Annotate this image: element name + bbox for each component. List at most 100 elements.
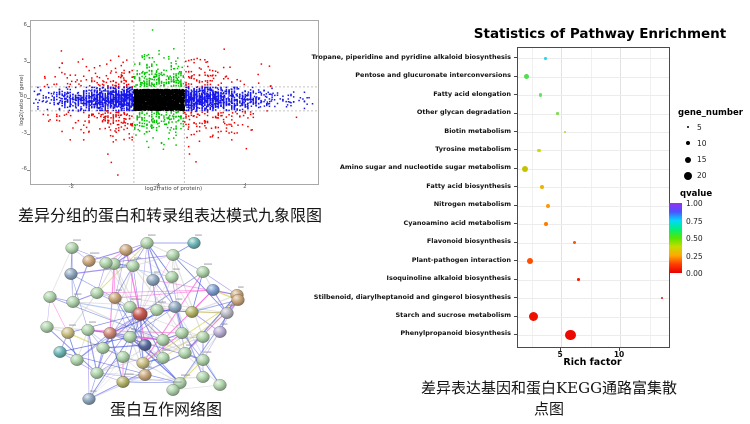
protein-node xyxy=(123,301,137,313)
qvalue-tick-label: 0.25 xyxy=(686,251,703,261)
network-edge xyxy=(70,265,134,275)
kegg-y-tick-mark xyxy=(514,204,517,206)
kegg-category-label: Flavonoid biosynthesis xyxy=(426,237,511,246)
network-edge xyxy=(88,356,124,400)
y-tick-label: -6 xyxy=(21,166,27,173)
ppi-network-graph xyxy=(40,234,245,405)
kegg-x-tick-label: 5 xyxy=(557,350,563,359)
node-label-smudge xyxy=(90,252,100,254)
y-tick-label: 0 xyxy=(23,94,28,101)
network-edge xyxy=(129,309,158,338)
network-edge xyxy=(152,279,186,354)
kegg-gridline-horizontal xyxy=(518,132,669,134)
protein-node xyxy=(206,284,220,296)
network-edge xyxy=(87,329,183,334)
kegg-pathway-dot xyxy=(540,185,545,190)
nine-quadrant-panel xyxy=(30,20,319,185)
x-tick-label: 2 xyxy=(243,184,247,190)
kegg-y-tick-mark xyxy=(514,241,517,243)
network-edge xyxy=(191,271,204,313)
network-edge xyxy=(88,344,146,400)
kegg-pathway-dot xyxy=(543,56,547,60)
x-tick-mark xyxy=(158,183,160,186)
node-label-smudge xyxy=(148,234,156,236)
kegg-category-label: Phenylpropanoid biosynthesis xyxy=(400,329,511,338)
node-label-smudge xyxy=(181,374,191,376)
kegg-pathway-dot xyxy=(556,112,559,115)
network-edge xyxy=(139,242,148,315)
network-edge xyxy=(96,339,164,374)
network-edge xyxy=(114,289,214,299)
protein-node xyxy=(156,334,170,346)
kegg-y-tick-mark xyxy=(514,333,517,335)
network-nodes xyxy=(40,234,245,405)
protein-node xyxy=(53,346,67,358)
protein-node xyxy=(65,242,79,254)
node-label-smudge xyxy=(73,239,81,241)
protein-node xyxy=(123,331,137,343)
qvalue-legend-title: qvalue xyxy=(680,189,713,199)
protein-node xyxy=(138,339,152,351)
kegg-gridline-horizontal xyxy=(518,95,669,97)
node-label-smudge xyxy=(146,366,152,368)
kegg-category-label: Pentose and glucuronate interconversions xyxy=(355,71,511,80)
network-edge xyxy=(171,276,186,354)
kegg-category-label: Fatty acid elongation xyxy=(433,89,511,98)
protein-node xyxy=(175,327,189,339)
qvalue-colorbar xyxy=(669,203,682,273)
x-tick-label: 0 xyxy=(156,184,160,190)
gene-number-legend-value: 10 xyxy=(697,138,707,148)
kegg-pathway-dot xyxy=(543,222,548,227)
network-edge xyxy=(96,336,204,374)
network-edge xyxy=(142,271,204,364)
kegg-gridline-vertical xyxy=(531,48,533,347)
kegg-category-label: Other glycan degradation xyxy=(416,108,511,117)
network-edge xyxy=(172,384,221,391)
kegg-category-label: Tropane, piperidine and pyridine alkaloi… xyxy=(311,52,511,61)
network-edge xyxy=(132,265,183,334)
kegg-category-label: Starch and sucrose metabolism xyxy=(395,311,511,320)
node-label-smudge xyxy=(228,304,237,306)
kegg-y-tick-mark xyxy=(514,315,517,317)
kegg-gridline-horizontal xyxy=(518,242,669,244)
network-edge xyxy=(174,306,221,386)
kegg-pathway-dot xyxy=(577,278,581,281)
kegg-x-axis-label: Rich factor xyxy=(563,357,622,368)
kegg-category-label: Stilbenoid, diarylheptanoid and gingerol… xyxy=(313,292,511,301)
node-label-smudge xyxy=(174,381,182,383)
kegg-pathway-dot xyxy=(572,241,576,245)
node-label-smudge xyxy=(124,373,134,375)
kegg-pathway-dot xyxy=(546,203,551,208)
protein-node xyxy=(108,292,122,304)
node-label-smudge xyxy=(74,293,82,295)
protein-node xyxy=(96,342,110,354)
node-label-smudge xyxy=(158,301,167,303)
kegg-pathway-dot xyxy=(526,258,533,265)
protein-node xyxy=(99,257,113,269)
network-edge xyxy=(144,339,164,376)
network-edge xyxy=(96,372,181,384)
network-edge xyxy=(67,313,141,334)
network-edge xyxy=(122,381,181,384)
network-edge xyxy=(88,381,124,400)
kegg-y-tick-mark xyxy=(514,278,517,280)
network-edge xyxy=(102,344,146,349)
network-edge xyxy=(113,263,131,308)
network-edge xyxy=(129,265,134,308)
network-edge xyxy=(102,306,131,349)
qvalue-tick-label: 1.00 xyxy=(686,199,703,208)
network-edge xyxy=(171,276,193,313)
protein-node xyxy=(196,354,210,366)
network-edge xyxy=(88,374,146,400)
protein-node xyxy=(187,237,201,249)
network-edge xyxy=(70,273,116,299)
kegg-y-tick-mark xyxy=(514,186,517,188)
network-edge xyxy=(132,265,141,315)
node-label-smudge xyxy=(204,263,213,265)
network-edge xyxy=(109,271,204,334)
kegg-gridline-horizontal xyxy=(518,76,669,78)
kegg-category-label: Amino sugar and nucleotide sugar metabol… xyxy=(339,163,511,172)
node-label-smudge xyxy=(131,328,137,330)
kegg-y-tick-mark xyxy=(514,260,517,262)
